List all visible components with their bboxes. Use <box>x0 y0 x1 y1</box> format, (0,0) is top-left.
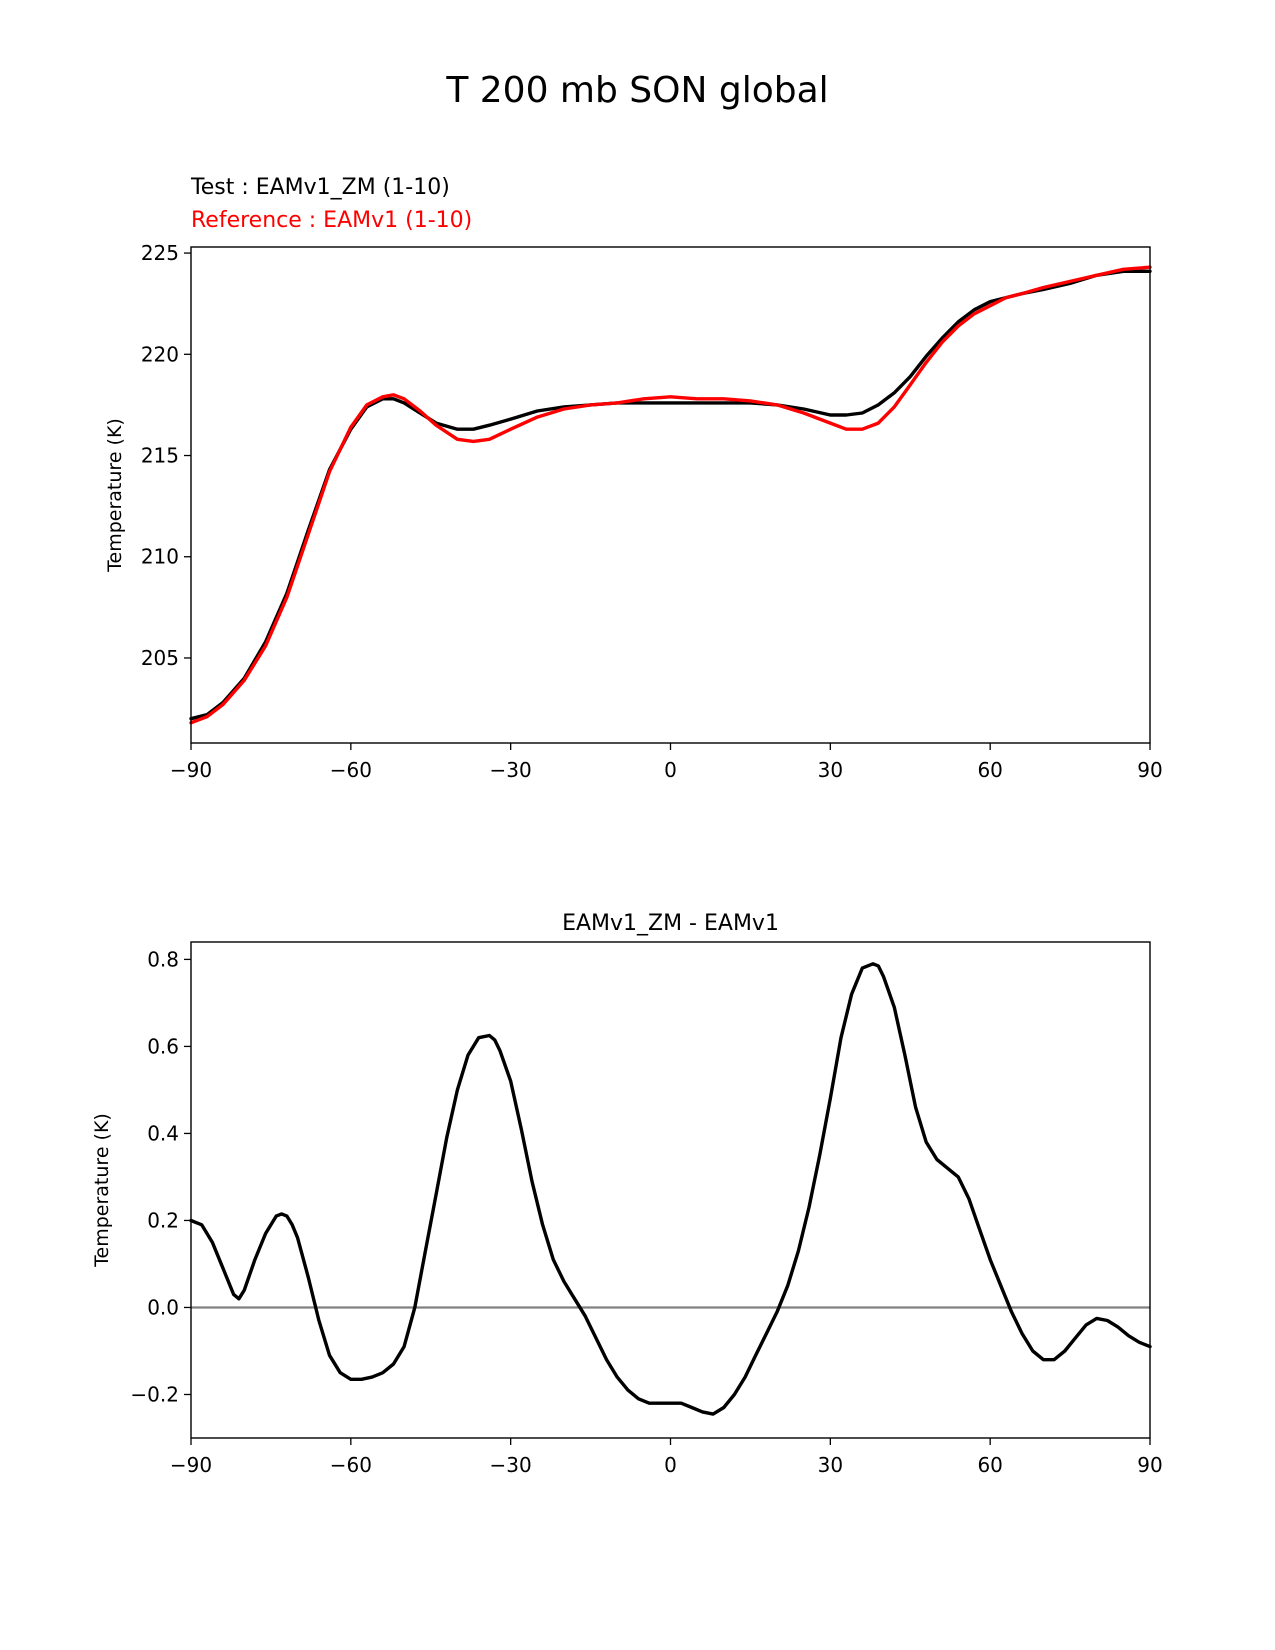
x-tick-label: 90 <box>1137 1453 1162 1477</box>
x-tick-label: 0 <box>664 758 677 782</box>
x-tick-label: −90 <box>170 1453 212 1477</box>
y-tick-label: −0.2 <box>130 1382 179 1406</box>
y-axis-label: Temperature (K) <box>104 418 126 573</box>
x-tick-label: 30 <box>818 758 843 782</box>
y-tick-label: 0.8 <box>147 947 179 971</box>
series-line-2 <box>189 265 1152 725</box>
x-tick-label: 0 <box>664 1453 677 1477</box>
x-tick-label: 30 <box>818 1453 843 1477</box>
x-tick-label: −30 <box>490 1453 532 1477</box>
y-tick-label: 0.6 <box>147 1034 179 1058</box>
x-tick-label: −60 <box>330 758 372 782</box>
y-tick-label: 210 <box>141 545 179 569</box>
figure-title: T 200 mb SON global <box>446 70 829 111</box>
subplot-title: EAMv1_ZM - EAMv1 <box>562 911 779 936</box>
y-axis-label: Temperature (K) <box>91 1113 113 1268</box>
y-tick-label: 220 <box>141 342 179 366</box>
y-tick-label: 225 <box>141 241 179 265</box>
y-tick-label: 0.0 <box>147 1295 179 1319</box>
series-line-1 <box>189 962 1152 1416</box>
y-tick-label: 205 <box>141 646 179 670</box>
y-tick-label: 0.4 <box>147 1121 179 1145</box>
y-tick-label: 215 <box>141 444 179 468</box>
y-tick-label: 0.2 <box>147 1208 179 1232</box>
series-line-1 <box>189 269 1152 721</box>
chart-1: −90 −60 −30 0 30 60 90 205 210 215 220 225 Temperatu… <box>104 175 1163 782</box>
reference-label: Reference : EAMv1 (1-10) <box>191 208 472 233</box>
x-tick-label: 60 <box>977 1453 1002 1477</box>
x-tick-label: 90 <box>1137 758 1162 782</box>
x-tick-label: −90 <box>170 758 212 782</box>
plot-frame <box>190 246 1151 744</box>
x-tick-label: −60 <box>330 1453 372 1477</box>
x-tick-label: 60 <box>977 758 1002 782</box>
x-tick-label: −30 <box>490 758 532 782</box>
test-label: Test : EAMv1_ZM (1-10) <box>190 175 450 200</box>
chart-2: −90 −60 −30 0 30 60 90 −0.2 0.0 0.2 0.4 0.6 0.8 Tempe… <box>91 911 1163 1477</box>
